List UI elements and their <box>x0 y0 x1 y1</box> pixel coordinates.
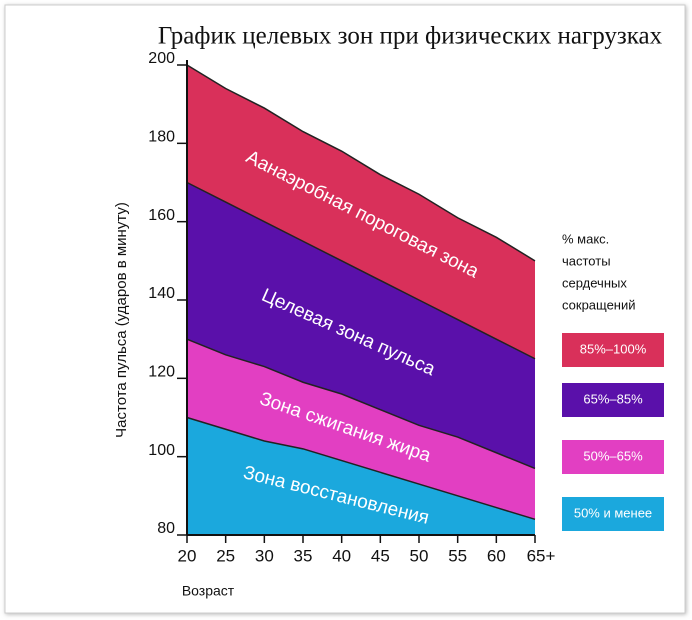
zone-boundary <box>186 64 536 262</box>
y-axis-label: Частота пульса (ударов в минуту) <box>113 202 130 438</box>
y-tick-label: 100 <box>148 442 175 459</box>
zone-boundary <box>186 416 536 521</box>
legend-swatch <box>562 497 664 531</box>
chart-title: График целевых зон при физических нагруз… <box>158 23 663 50</box>
y-tick-label: 120 <box>148 364 175 381</box>
y-tick-label: 80 <box>157 520 175 537</box>
x-tick-label: 35 <box>294 546 313 565</box>
x-tick-label: 55 <box>448 546 467 565</box>
area-band <box>187 182 535 469</box>
x-tick-label: 65+ <box>527 546 556 565</box>
area-band <box>187 339 535 520</box>
x-axis-label: Возраст <box>182 583 235 599</box>
x-tick-label: 50 <box>410 546 429 565</box>
y-tick-label: 140 <box>148 285 175 302</box>
legend-title: сердечных <box>562 275 627 290</box>
x-tick-label: 30 <box>255 546 274 565</box>
y-tick-label: 160 <box>148 207 175 224</box>
legend-label: 65%–85% <box>583 391 643 406</box>
legend-swatch <box>562 440 664 474</box>
legend-label: 50%–65% <box>583 448 643 463</box>
legend-label: 85%–100% <box>580 341 647 356</box>
y-tick-label: 180 <box>148 129 175 146</box>
x-tick-label: 25 <box>216 546 235 565</box>
legend-title: % макс. <box>562 231 609 246</box>
x-tick-label: 40 <box>332 546 351 565</box>
y-tick-label: 200 <box>148 50 175 67</box>
legend-swatch <box>562 333 664 367</box>
area-band <box>187 417 535 535</box>
legend-title: частоты <box>562 253 611 268</box>
x-tick-label: 20 <box>178 546 197 565</box>
x-tick-label: 60 <box>487 546 506 565</box>
x-tick-label: 45 <box>371 546 390 565</box>
legend-swatch <box>562 383 664 417</box>
legend-label: 50% и менее <box>574 505 652 520</box>
zone-boundary <box>186 181 536 360</box>
area-band <box>187 65 535 359</box>
legend-title: сокращений <box>562 297 636 312</box>
zone-boundary <box>186 338 536 470</box>
